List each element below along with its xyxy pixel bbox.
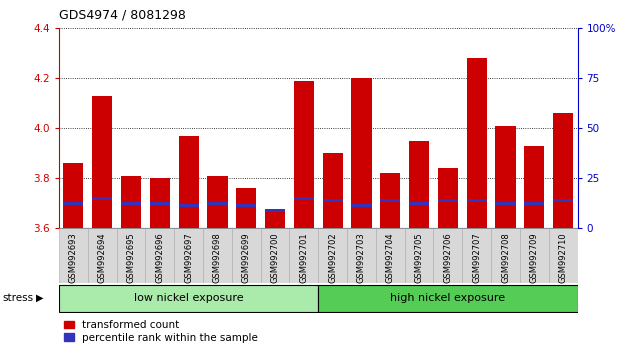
Bar <box>261 228 289 283</box>
Bar <box>121 202 141 205</box>
Bar <box>553 199 573 202</box>
Legend: transformed count, percentile rank within the sample: transformed count, percentile rank withi… <box>64 320 258 343</box>
Bar <box>121 176 141 228</box>
Bar <box>179 136 199 228</box>
Text: GSM992706: GSM992706 <box>443 233 452 284</box>
Bar <box>236 204 256 207</box>
Text: GDS4974 / 8081298: GDS4974 / 8081298 <box>59 9 186 22</box>
Bar <box>145 228 175 283</box>
Bar <box>347 228 376 283</box>
Bar <box>236 188 256 228</box>
Bar <box>207 176 227 228</box>
Bar <box>175 228 203 283</box>
Bar <box>549 228 578 283</box>
Bar <box>496 126 515 228</box>
Bar <box>438 169 458 228</box>
Bar <box>351 78 371 228</box>
Bar <box>524 202 545 205</box>
Bar <box>63 163 83 228</box>
Bar <box>59 228 88 283</box>
Bar <box>322 199 343 202</box>
Bar <box>59 285 318 312</box>
Bar <box>491 228 520 283</box>
Bar <box>150 202 170 205</box>
Text: stress: stress <box>2 293 34 303</box>
Bar <box>207 202 227 205</box>
Bar <box>92 96 112 228</box>
Bar <box>294 81 314 228</box>
Text: GSM992710: GSM992710 <box>559 233 568 283</box>
Bar <box>265 209 285 212</box>
Bar <box>318 228 347 283</box>
Bar <box>92 197 112 200</box>
Text: GSM992702: GSM992702 <box>328 233 337 283</box>
Bar <box>150 178 170 228</box>
Text: GSM992700: GSM992700 <box>271 233 279 283</box>
Bar <box>351 204 371 207</box>
Text: high nickel exposure: high nickel exposure <box>391 293 505 303</box>
Bar <box>405 228 433 283</box>
Bar <box>409 202 429 205</box>
Bar <box>265 211 285 228</box>
Text: GSM992699: GSM992699 <box>242 233 251 283</box>
Text: GSM992696: GSM992696 <box>155 233 165 284</box>
Text: GSM992707: GSM992707 <box>472 233 481 284</box>
Bar <box>318 285 578 312</box>
Bar <box>289 228 318 283</box>
Text: GSM992693: GSM992693 <box>69 233 78 284</box>
Bar <box>462 228 491 283</box>
Bar <box>203 228 232 283</box>
Bar <box>294 197 314 200</box>
Bar <box>179 204 199 207</box>
Text: ▶: ▶ <box>36 293 43 303</box>
Bar <box>438 199 458 202</box>
Text: GSM992698: GSM992698 <box>213 233 222 284</box>
Text: GSM992708: GSM992708 <box>501 233 510 284</box>
Text: GSM992705: GSM992705 <box>415 233 424 283</box>
Text: GSM992703: GSM992703 <box>357 233 366 284</box>
Bar <box>466 58 487 228</box>
Bar <box>520 228 549 283</box>
Text: GSM992709: GSM992709 <box>530 233 539 283</box>
Bar <box>524 146 545 228</box>
Text: low nickel exposure: low nickel exposure <box>134 293 243 303</box>
Bar <box>496 202 515 205</box>
Bar <box>553 113 573 228</box>
Text: GSM992694: GSM992694 <box>97 233 107 283</box>
Bar <box>380 173 401 228</box>
Bar <box>376 228 405 283</box>
Bar <box>63 202 83 205</box>
Text: GSM992704: GSM992704 <box>386 233 395 283</box>
Bar <box>409 141 429 228</box>
Bar <box>322 153 343 228</box>
Text: GSM992697: GSM992697 <box>184 233 193 284</box>
Text: GSM992701: GSM992701 <box>299 233 309 283</box>
Bar <box>117 228 145 283</box>
Bar <box>433 228 462 283</box>
Bar <box>380 199 401 202</box>
Bar <box>232 228 261 283</box>
Bar <box>466 199 487 202</box>
Text: GSM992695: GSM992695 <box>127 233 135 283</box>
Bar <box>88 228 117 283</box>
